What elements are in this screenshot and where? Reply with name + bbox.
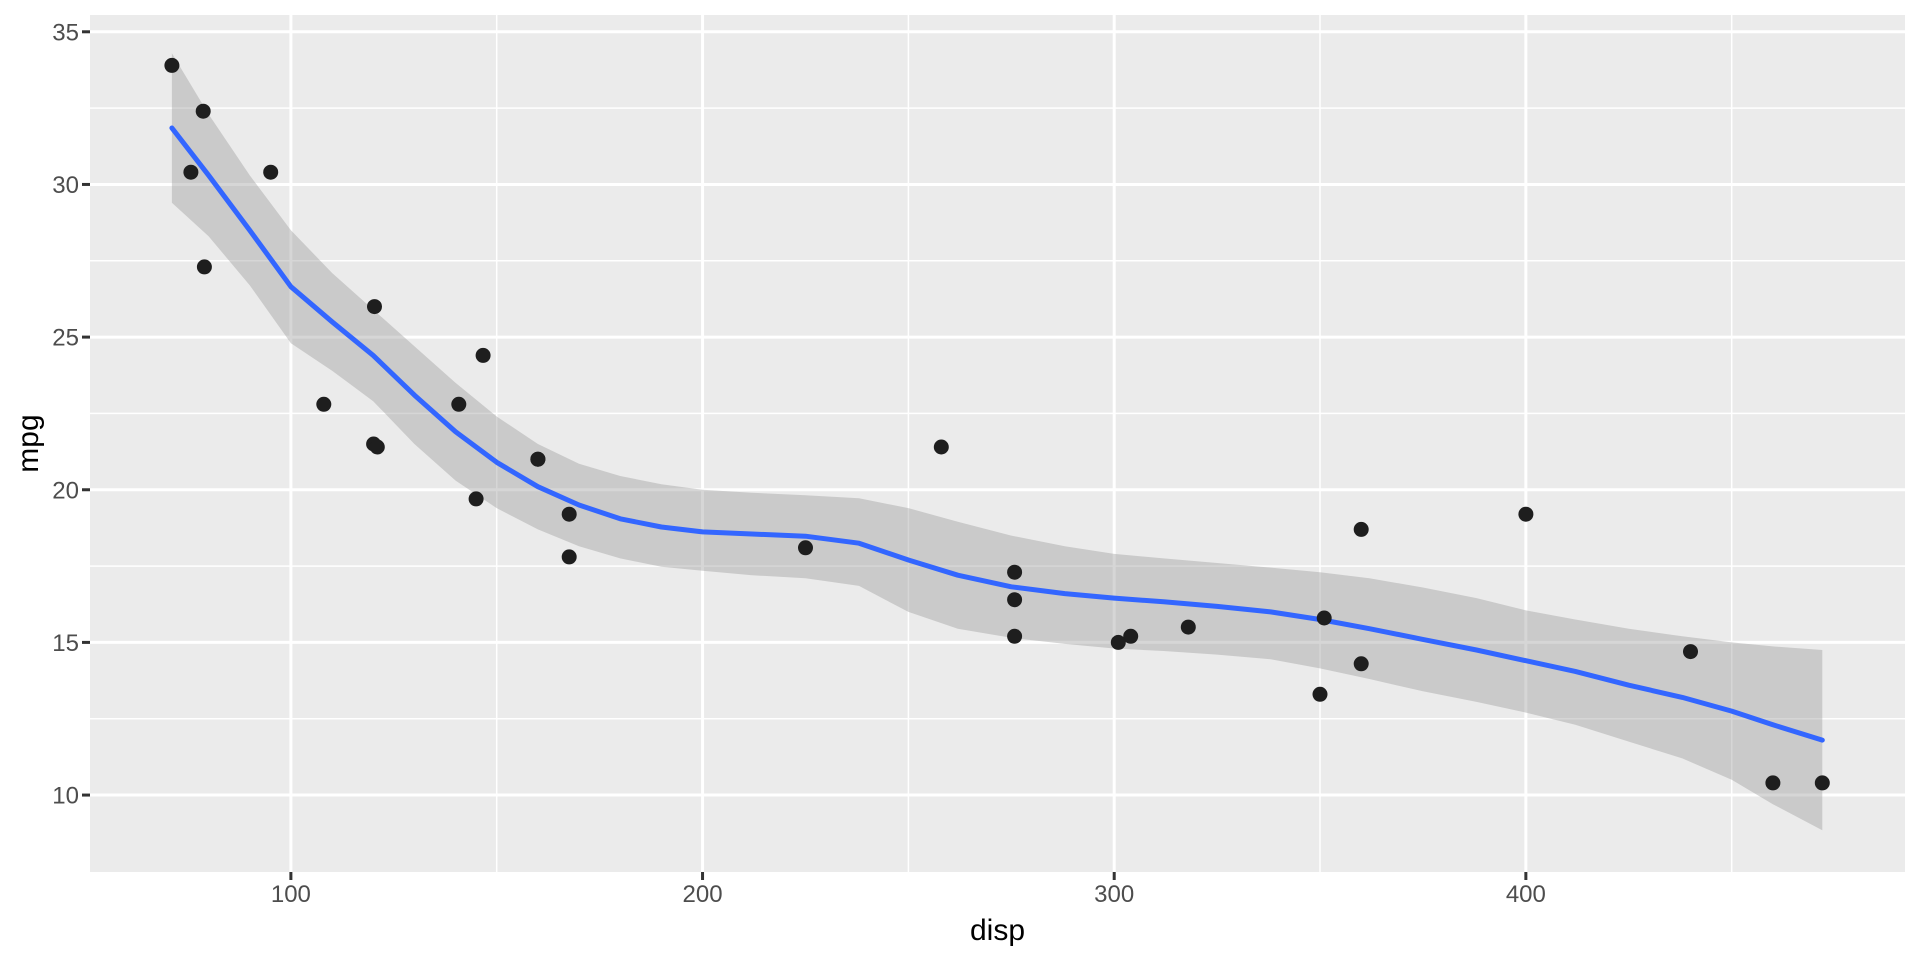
data-point [451,396,467,412]
data-point [316,396,332,412]
data-point [1180,619,1196,635]
data-point [1353,521,1369,537]
data-point [1765,775,1781,791]
plot-panel [90,15,1905,872]
data-point [196,259,212,275]
data-point [1683,644,1698,660]
data-point [263,164,279,180]
data-point [530,451,546,467]
data-point [195,103,211,119]
x-axis-title: disp [970,914,1025,947]
data-point [561,506,577,522]
data-point [1518,506,1534,522]
x-tick-label: 100 [271,881,311,908]
data-point [468,491,484,507]
y-tick-label: 10 [52,783,79,810]
data-point [1123,628,1139,644]
data-point [1110,634,1126,650]
x-tick-label: 300 [1094,881,1134,908]
data-point [367,299,382,315]
y-axis-title: mpg [12,414,45,472]
loess-line [169,125,1825,743]
y-tick-label: 30 [52,172,79,199]
data-point [561,549,577,565]
data-point [183,164,199,180]
data-point [1007,564,1023,580]
data-point [1316,610,1332,626]
y-tick-label: 20 [52,477,79,504]
data-point [933,439,949,455]
y-tick-label: 25 [52,325,79,352]
data-point [164,57,180,73]
data-point [1312,686,1328,702]
y-tick-label: 15 [52,630,79,657]
y-tick-label: 35 [52,19,79,46]
data-point [1814,775,1830,791]
x-tick-label: 400 [1506,881,1546,908]
data-point [475,347,491,363]
data-point [798,540,813,556]
data-point [369,439,385,455]
x-tick-label: 200 [683,881,723,908]
data-point [1353,656,1369,672]
data-point [1007,592,1023,608]
data-point [1007,628,1023,644]
